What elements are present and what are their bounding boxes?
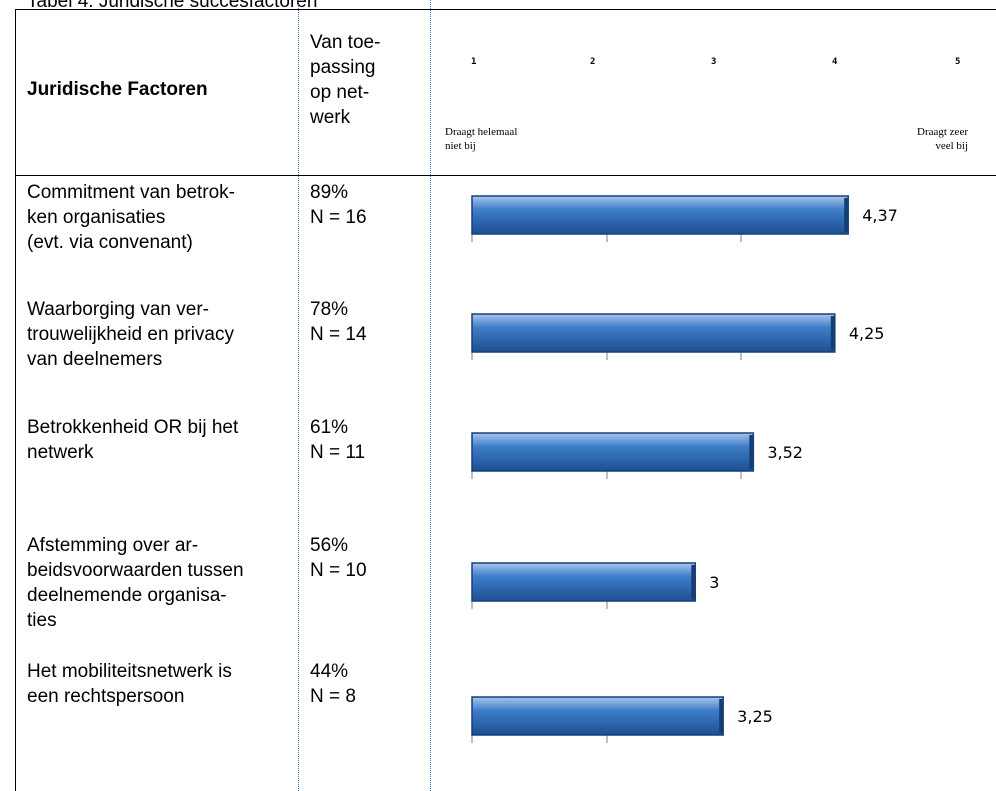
factor-label: Afstemming over ar- beidsvoorwaarden tus… bbox=[27, 535, 244, 631]
factor-n-count: N = 10 bbox=[310, 560, 367, 581]
data-label: 3,25 bbox=[737, 707, 773, 726]
header-van-toepassing: Van toe- passing op net- werk bbox=[310, 32, 381, 128]
scale-tick-1: 1 bbox=[471, 57, 477, 67]
bar-end-shade bbox=[691, 565, 696, 599]
scale-high-note: Draagt zeer veel bij bbox=[917, 126, 968, 152]
bar bbox=[471, 696, 724, 736]
scale-low-note: Draagt helemaal niet bij bbox=[445, 126, 518, 152]
factor-label: Commitment van betrok- ken organisaties … bbox=[27, 182, 236, 253]
factor-n-count: N = 11 bbox=[310, 442, 366, 463]
factor-label: Het mobiliteitsnetwerk is een rechtspers… bbox=[27, 661, 232, 707]
factor-percentage: 89% bbox=[310, 182, 349, 203]
column-divider-2 bbox=[430, 0, 431, 791]
data-label: 3 bbox=[709, 573, 719, 592]
column-divider-1 bbox=[298, 0, 299, 791]
factor-label: Betrokkenheid OR bij het netwerk bbox=[27, 417, 239, 463]
bar-end-shade bbox=[749, 435, 754, 469]
data-label: 3,52 bbox=[767, 443, 803, 462]
factor-percentage: 56% bbox=[310, 535, 349, 556]
scale-tick-3: 3 bbox=[711, 57, 717, 67]
table-top-rule bbox=[15, 9, 996, 10]
factor-percentage: 61% bbox=[310, 417, 349, 438]
scale-tick-4: 4 bbox=[832, 57, 838, 67]
factor-percentage: 44% bbox=[310, 661, 349, 682]
scale-tick-5: 5 bbox=[955, 57, 961, 67]
bar bbox=[471, 562, 697, 602]
header-bottom-rule bbox=[15, 175, 996, 176]
factor-n-count: N = 14 bbox=[310, 324, 367, 345]
factor-percentage: 78% bbox=[310, 299, 349, 320]
scale-tick-2: 2 bbox=[590, 57, 596, 67]
data-label: 4,37 bbox=[862, 206, 898, 225]
header-juridische-factoren: Juridische Factoren bbox=[27, 79, 208, 100]
bar-end-shade bbox=[844, 198, 849, 232]
bar bbox=[471, 432, 755, 472]
bar bbox=[471, 195, 849, 235]
data-label: 4,25 bbox=[849, 324, 885, 343]
bar-end-shade bbox=[719, 699, 724, 733]
bar bbox=[471, 313, 836, 353]
table-left-border bbox=[15, 9, 16, 791]
factor-n-count: N = 16 bbox=[310, 207, 367, 228]
factor-n-count: N = 8 bbox=[310, 686, 356, 707]
bar-end-shade bbox=[830, 316, 835, 350]
factor-label: Waarborging van ver- trouwelijkheid en p… bbox=[27, 299, 234, 370]
